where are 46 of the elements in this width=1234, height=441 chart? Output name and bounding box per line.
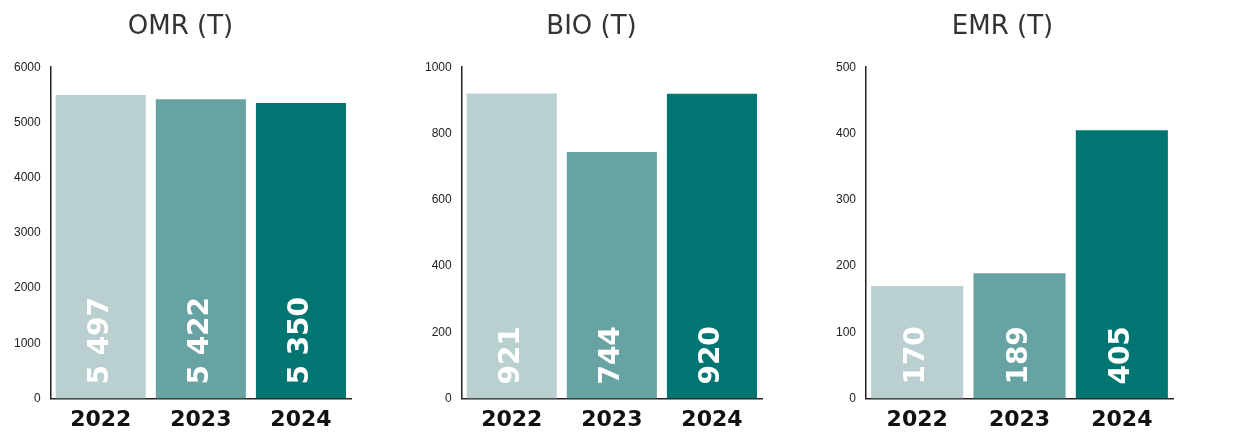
x-tick-label: 2024: [1091, 405, 1153, 431]
data-label: 5 497: [82, 296, 116, 385]
bar: [973, 273, 1066, 399]
y-tick-label: 1000: [424, 59, 453, 74]
x-tick-label: 2022: [70, 405, 132, 431]
y-tick-label: 100: [835, 324, 857, 339]
y-tick-label: 200: [835, 258, 857, 273]
chart-title: EMR (T): [951, 10, 1054, 41]
data-label: 744: [593, 326, 627, 385]
chart-title: BIO (T): [546, 10, 637, 41]
y-tick-label: 4000: [13, 169, 42, 184]
chart-title: OMR (T): [127, 10, 234, 41]
bar: [666, 93, 757, 399]
y-tick-label: 400: [835, 125, 857, 140]
data-label: 5 350: [282, 296, 316, 385]
y-tick-label: 0: [849, 390, 857, 405]
y-tick-label: 600: [431, 192, 453, 207]
data-label: 921: [493, 326, 527, 385]
x-tick-label: 2022: [886, 405, 948, 431]
y-tick-label: 0: [34, 390, 42, 405]
data-label: 405: [1103, 326, 1137, 385]
y-tick-label: 0: [445, 390, 453, 405]
y-tick-label: 6000: [13, 59, 42, 74]
y-tick-label: 400: [431, 258, 453, 273]
y-tick-label: 1000: [13, 335, 42, 350]
y-tick-label: 5000: [13, 114, 42, 129]
bar: [466, 93, 557, 399]
x-tick-label: 2023: [581, 405, 643, 431]
x-tick-label: 2024: [270, 405, 332, 431]
y-tick-label: 2000: [13, 280, 42, 295]
data-label: 5 422: [182, 296, 216, 385]
y-tick-label: 300: [835, 192, 857, 207]
bar: [566, 152, 657, 399]
x-tick-label: 2024: [681, 405, 743, 431]
data-label: 920: [693, 326, 727, 385]
y-tick-label: 800: [431, 125, 453, 140]
y-tick-label: 500: [835, 59, 857, 74]
y-tick-label: 200: [431, 324, 453, 339]
y-tick-label: 3000: [13, 225, 42, 240]
bar: [871, 285, 964, 399]
data-label: 189: [1000, 326, 1034, 385]
data-label: 170: [898, 326, 932, 385]
x-tick-label: 2022: [481, 405, 543, 431]
bar: [1075, 130, 1168, 399]
x-tick-label: 2023: [988, 405, 1051, 431]
x-tick-label: 2023: [170, 405, 232, 431]
